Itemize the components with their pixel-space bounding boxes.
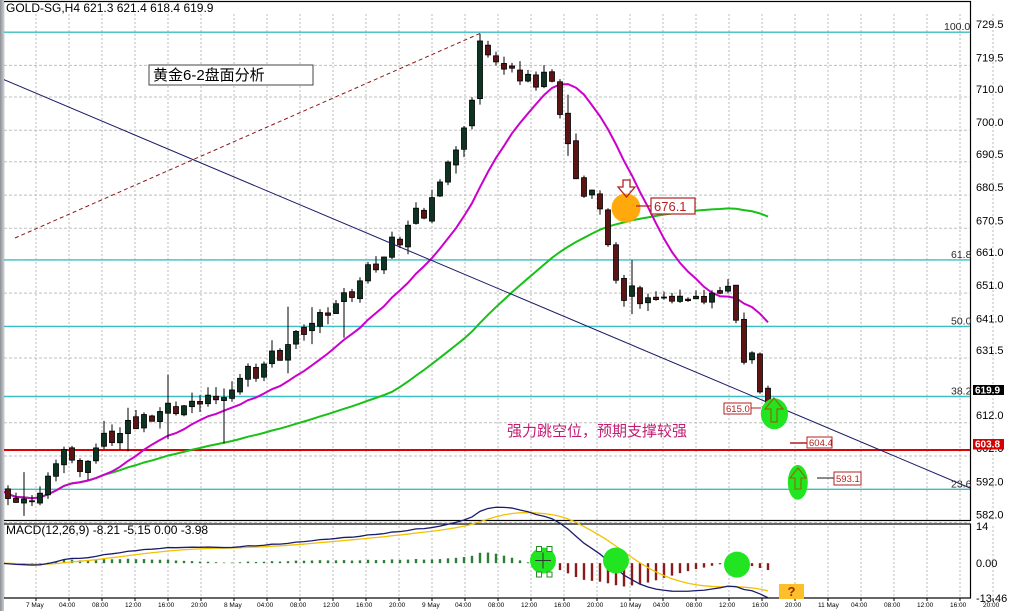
svg-text:12:00: 12:00 (323, 602, 340, 609)
svg-text:12:00: 12:00 (917, 602, 934, 609)
svg-text:12:00: 12:00 (125, 602, 142, 609)
svg-text:651.0: 651.0 (976, 280, 1004, 292)
svg-text:9 May: 9 May (422, 602, 440, 609)
svg-text:黄金6-2盘面分析: 黄金6-2盘面分析 (153, 66, 265, 84)
svg-text:16:00: 16:00 (356, 602, 373, 609)
svg-text:08:00: 08:00 (488, 602, 505, 609)
svg-text:603.8: 603.8 (975, 440, 1000, 451)
svg-text:04:00: 04:00 (653, 602, 670, 609)
svg-text:强力跳空位，预期支撑较强: 强力跳空位，预期支撑较强 (507, 422, 687, 440)
svg-text:20:00: 20:00 (389, 602, 406, 609)
svg-text:16:00: 16:00 (554, 602, 571, 609)
svg-text:61.8: 61.8 (951, 249, 972, 261)
svg-text:23.6: 23.6 (951, 478, 972, 490)
svg-text:GOLD-SG,H4 621.3 621.4 618.4: GOLD-SG,H4 621.3 621.4 618.4 619.9 (6, 1, 214, 15)
svg-text:08:00: 08:00 (290, 602, 307, 609)
svg-text:-13.46: -13.46 (976, 593, 1007, 605)
svg-text:582.0: 582.0 (976, 510, 1004, 522)
svg-text:08:00: 08:00 (92, 602, 109, 609)
svg-text:710.0: 710.0 (976, 84, 1004, 96)
svg-text:04:00: 04:00 (455, 602, 472, 609)
svg-text:670.5: 670.5 (976, 215, 1004, 227)
svg-text:612.0: 612.0 (976, 410, 1004, 422)
svg-text:100.0: 100.0 (944, 21, 970, 33)
svg-text:04:00: 04:00 (851, 602, 868, 609)
svg-text:11 May: 11 May (818, 602, 840, 609)
svg-text:0.00: 0.00 (976, 558, 997, 570)
svg-text:04:00: 04:00 (59, 602, 76, 609)
svg-text:661.0: 661.0 (976, 247, 1004, 259)
svg-text:12:00: 12:00 (521, 602, 538, 609)
svg-text:719.5: 719.5 (976, 52, 1004, 64)
svg-text:38.2: 38.2 (951, 386, 972, 398)
svg-text:604.4: 604.4 (809, 438, 833, 449)
svg-text:593.1: 593.1 (836, 474, 860, 485)
svg-text:20:00: 20:00 (587, 602, 604, 609)
svg-text:615.0: 615.0 (726, 404, 750, 415)
svg-text:8 May: 8 May (224, 602, 242, 609)
svg-text:50.0: 50.0 (951, 315, 972, 327)
svg-text:08:00: 08:00 (884, 602, 901, 609)
svg-text:619.9: 619.9 (975, 386, 1000, 397)
svg-text:20:00: 20:00 (191, 602, 208, 609)
svg-text:20:00: 20:00 (785, 602, 802, 609)
svg-text:729.5: 729.5 (976, 19, 1004, 31)
svg-text:16:00: 16:00 (752, 602, 769, 609)
svg-text:680.5: 680.5 (976, 182, 1004, 194)
svg-text:16:00: 16:00 (950, 602, 967, 609)
svg-text:MACD(12,26,9) -8.21 -5.15 0.00: MACD(12,26,9) -8.21 -5.15 0.00 -3.98 (6, 523, 208, 537)
svg-text:12:00: 12:00 (719, 602, 736, 609)
svg-text:592.0: 592.0 (976, 476, 1004, 488)
svg-text:14: 14 (976, 521, 988, 533)
svg-text:641.0: 641.0 (976, 313, 1004, 325)
svg-text:10 May: 10 May (620, 602, 642, 609)
svg-text:16:00: 16:00 (158, 602, 175, 609)
svg-text:690.5: 690.5 (976, 149, 1004, 161)
svg-text:04:00: 04:00 (257, 602, 274, 609)
svg-text:676.1: 676.1 (654, 199, 687, 214)
svg-text:631.5: 631.5 (976, 345, 1004, 357)
svg-text:08:00: 08:00 (686, 602, 703, 609)
svg-text:700.0: 700.0 (976, 117, 1004, 129)
svg-text:7 May: 7 May (26, 602, 44, 609)
